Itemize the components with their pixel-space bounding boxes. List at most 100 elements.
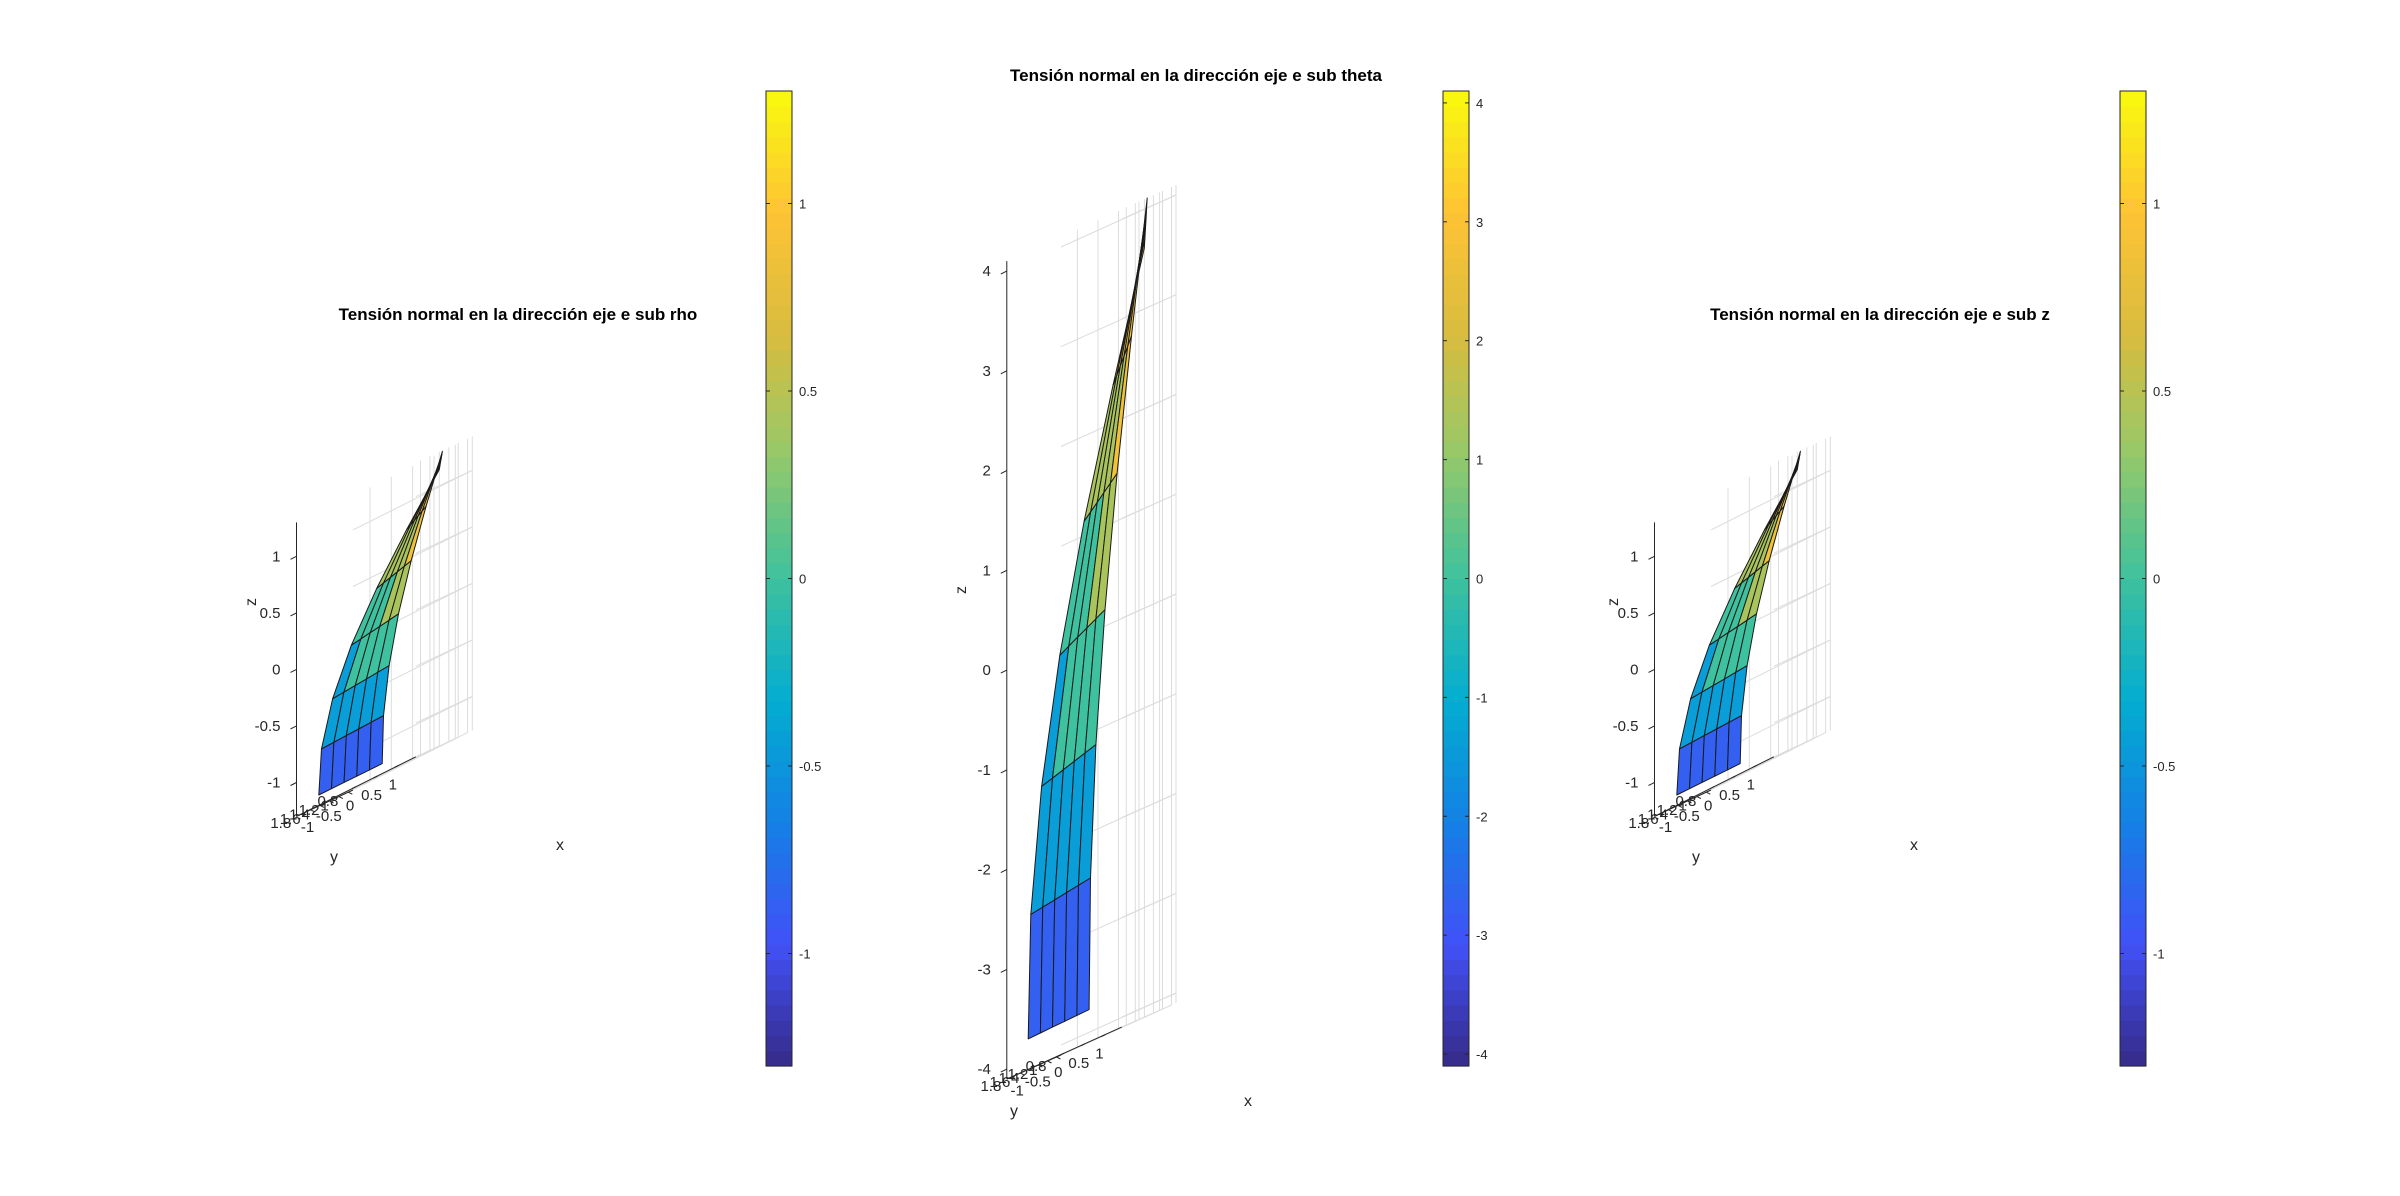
- x-axis-label: x: [1910, 837, 1918, 854]
- y-tick: [1687, 800, 1692, 804]
- z-tick: [290, 612, 297, 617]
- colorbar-segment: [1443, 304, 1469, 321]
- colorbar-segment: [1443, 502, 1469, 519]
- colorbar-segment: [1443, 776, 1469, 793]
- colorbar-segment: [766, 334, 792, 351]
- colorbar-segment: [2120, 487, 2146, 503]
- colorbar-segment: [2120, 913, 2146, 930]
- colorbar-segment: [2120, 974, 2146, 991]
- grid-line: [1710, 469, 1831, 531]
- z-tick-label: 0: [272, 661, 280, 678]
- grid-line: [352, 469, 473, 531]
- x-tick-label: 0.5: [1719, 787, 1740, 804]
- z-tick-label: 1: [1630, 548, 1638, 565]
- colorbar-segment: [1443, 1035, 1469, 1052]
- surface-patch: [421, 450, 443, 512]
- surface-patch: [1779, 450, 1801, 512]
- colorbar-segment: [1443, 334, 1469, 351]
- plot-title: Tensión normal en la dirección eje e sub…: [1010, 66, 1382, 85]
- colorbar-segment: [2120, 791, 2146, 808]
- colorbar-segment: [766, 365, 792, 382]
- colorbar-segment: [2120, 410, 2146, 427]
- colorbar-segment: [2120, 395, 2146, 412]
- colorbar-segment: [1443, 654, 1469, 671]
- z-tick: [290, 555, 297, 560]
- colorbar-segment: [1443, 608, 1469, 625]
- plot-title: Tensión normal en la dirección eje e sub…: [1710, 305, 2050, 324]
- x-tick: [351, 786, 357, 790]
- colorbar-segment: [2120, 548, 2146, 564]
- y-tick: [348, 791, 353, 795]
- colorbar-segment: [766, 517, 792, 534]
- colorbar-segment: [2120, 1005, 2146, 1021]
- colorbar-segment: [766, 624, 792, 641]
- colorbar-segment: [1443, 319, 1469, 336]
- colorbar-segment: [2120, 456, 2146, 473]
- colorbar-segment: [2120, 1035, 2146, 1052]
- grid-line: [1773, 639, 1831, 667]
- colorbar-segment: [1443, 456, 1469, 473]
- colorbar-segment: [1443, 395, 1469, 412]
- colorbar-segment: [766, 91, 792, 107]
- colorbar-tick-label: 1: [1476, 453, 1483, 468]
- x-tick-label: 1: [389, 776, 397, 793]
- colorbar-segment: [1443, 807, 1469, 823]
- z-tick-label: -0.5: [1613, 718, 1639, 735]
- colorbar-tick-label: 4: [1476, 96, 1483, 111]
- colorbar-segment: [766, 349, 792, 366]
- colorbar-segment: [2120, 746, 2146, 762]
- colorbar-segment: [1443, 563, 1469, 580]
- x-tick-label: 0: [1704, 798, 1712, 815]
- colorbar-segment: [2120, 471, 2146, 488]
- z-tick: [1000, 569, 1008, 574]
- colorbar-segment: [1443, 136, 1469, 153]
- colorbar-segment: [766, 654, 792, 671]
- colorbar-segment: [766, 700, 792, 717]
- colorbar-segment: [2120, 121, 2146, 138]
- colorbar-segment: [766, 959, 792, 976]
- colorbar-segment: [1443, 426, 1469, 442]
- y-tick-label: 1.2: [1008, 1066, 1029, 1083]
- colorbar-segment: [2120, 807, 2146, 823]
- colorbar-segment: [766, 395, 792, 412]
- y-axis-label: y: [1692, 849, 1700, 866]
- x-tick-label: 1: [1095, 1046, 1103, 1063]
- colorbar-segment: [2120, 883, 2146, 900]
- colorbar-segment: [2120, 639, 2146, 656]
- colorbar-segment: [2120, 426, 2146, 442]
- colorbar-segment: [1443, 928, 1469, 945]
- x-tick-label: 0.5: [1068, 1055, 1089, 1072]
- z-tick-label: 0: [1630, 661, 1638, 678]
- x-tick-label: 1: [1747, 776, 1755, 793]
- colorbar-segment: [1443, 746, 1469, 762]
- colorbar-segment: [1443, 883, 1469, 900]
- colorbar-segment: [766, 578, 792, 595]
- x-tick-label: 0: [1054, 1064, 1062, 1081]
- grid-line: [415, 696, 473, 724]
- colorbar-segment: [1443, 639, 1469, 656]
- y-tick: [1029, 1068, 1034, 1072]
- colorbar-segment: [2120, 654, 2146, 671]
- colorbar-segment: [2120, 197, 2146, 214]
- colorbar-segment: [1443, 761, 1469, 778]
- colorbar-segment: [766, 852, 792, 869]
- colorbar-segment: [2120, 563, 2146, 580]
- colorbar-segment: [2120, 349, 2146, 366]
- colorbar-segment: [1443, 91, 1469, 107]
- colorbar-segment: [1443, 121, 1469, 138]
- colorbar-segment: [766, 685, 792, 701]
- colorbar-segment: [1443, 730, 1469, 747]
- y-axis-line: [1006, 1054, 1062, 1080]
- z-tick-label: -3: [977, 961, 990, 978]
- colorbar-tick-label: -4: [1476, 1047, 1488, 1062]
- colorbar-segment: [766, 928, 792, 945]
- colorbar-segment: [766, 441, 792, 458]
- colorbar-segment: [2120, 624, 2146, 641]
- colorbar-tick-label: 3: [1476, 215, 1483, 230]
- colorbar-segment: [766, 289, 792, 305]
- surface-patch: [1064, 884, 1079, 1022]
- x-tick: [1039, 1061, 1045, 1065]
- z-tick: [1000, 669, 1008, 674]
- z-tick: [1000, 869, 1008, 874]
- x-tick: [330, 796, 336, 800]
